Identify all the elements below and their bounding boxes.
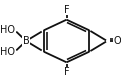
Text: HO: HO [0, 47, 15, 57]
Text: F: F [64, 5, 69, 15]
Text: F: F [64, 67, 69, 77]
Text: B: B [23, 36, 29, 46]
Text: O: O [113, 36, 121, 46]
Text: HO: HO [0, 25, 15, 35]
